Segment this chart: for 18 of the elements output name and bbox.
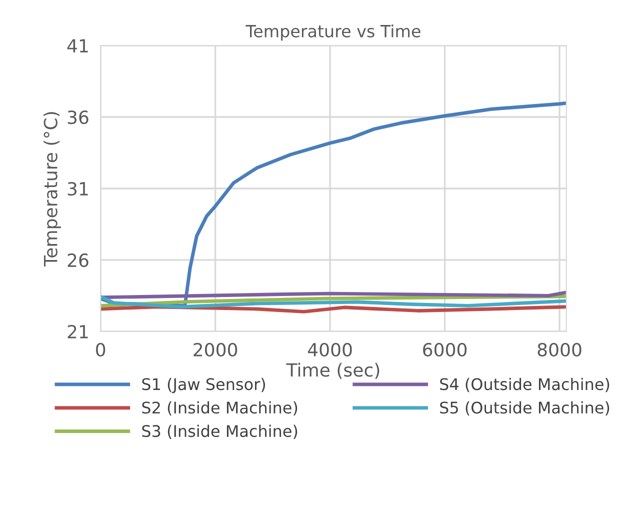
x-tick-label: 4000 xyxy=(308,342,352,357)
y-axis-title: Temperature (°C) xyxy=(43,112,61,266)
x-tick-label: 0 xyxy=(96,342,106,357)
x-axis-title: Time (sec) xyxy=(286,362,380,379)
chart-title: Temperature vs Time xyxy=(246,24,420,41)
x-tick-label: 6000 xyxy=(423,342,467,357)
y-tick-label: 36 xyxy=(68,110,88,124)
y-tick-label: 21 xyxy=(68,324,88,338)
legend-label: S2 (Inside Machine) xyxy=(142,401,298,416)
legend-label: S4 (Outside Machine) xyxy=(440,378,610,392)
y-tick-label: 41 xyxy=(67,39,88,52)
y-tick-label: 31 xyxy=(68,182,88,196)
legend-label: S5 (Outside Machine) xyxy=(440,401,610,416)
y-tick-label: 26 xyxy=(68,253,88,268)
legend-label: S1 (Jaw Sensor) xyxy=(142,378,265,394)
x-tick-label: 8000 xyxy=(538,342,582,357)
legend-label: S3 (Inside Machine) xyxy=(142,424,298,439)
x-tick-label: 2000 xyxy=(194,342,238,357)
